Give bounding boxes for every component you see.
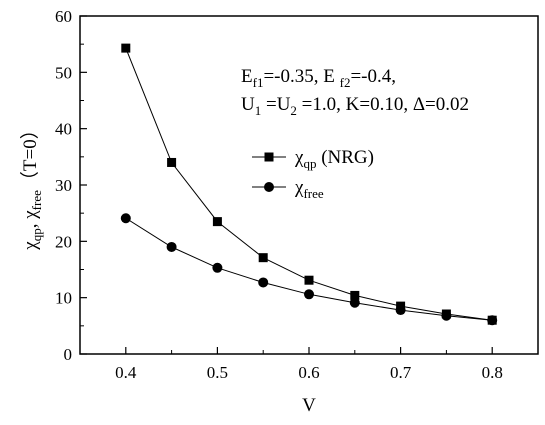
legend: χqp (NRG) χfree (252, 147, 374, 201)
legend-label-free: χfree (294, 177, 324, 201)
y-axis-title: χqp, χfree（T=0） (19, 120, 44, 250)
data-point-square (350, 290, 360, 300)
axis-ticks: 0 10 20 30 40 50 60 0.4 0.5 0.6 0.7 0.8 (55, 7, 539, 382)
legend-square-marker (264, 152, 274, 162)
data-point-circle (212, 262, 223, 273)
data-point-circle (258, 277, 269, 288)
x-tick-label: 0.4 (115, 363, 137, 382)
series-line-2 (125, 217, 493, 321)
data-point-square (258, 253, 268, 263)
y-tick-label: 50 (55, 63, 72, 82)
y-tick-label: 30 (55, 176, 72, 195)
data-point-square (121, 43, 131, 53)
data-point-circle (349, 297, 360, 308)
data-point-square (212, 217, 222, 227)
data-point-circle (395, 305, 406, 316)
x-tick-label: 0.8 (482, 363, 503, 382)
legend-circle-marker (264, 182, 274, 192)
parameter-annotation-line-2: U1 =U2 =1.0, K=0.10, Δ=0.02 (241, 94, 469, 118)
data-point-circle (304, 289, 314, 300)
data-point-square (167, 157, 177, 167)
data-point-square (304, 275, 314, 285)
x-axis-title: V (302, 395, 316, 416)
data-point-circle (441, 310, 452, 321)
data-point-circle (120, 213, 131, 224)
y-tick-label: 40 (55, 120, 72, 139)
y-tick-label: 20 (55, 232, 72, 251)
x-tick-label: 0.7 (390, 363, 412, 382)
x-tick-label: 0.6 (298, 363, 319, 382)
y-tick-label: 10 (55, 289, 72, 308)
series-layer (120, 43, 498, 326)
y-tick-label: 60 (55, 7, 72, 26)
x-tick-label: 0.5 (207, 363, 228, 382)
legend-label-qp: χqp (NRG) (294, 147, 374, 171)
y-tick-label: 0 (64, 345, 73, 364)
data-point-circle (166, 241, 177, 252)
parameter-annotation-line-1: Ef1=-0.35, E f2=-0.4, (241, 66, 396, 90)
data-point-circle (487, 315, 498, 326)
